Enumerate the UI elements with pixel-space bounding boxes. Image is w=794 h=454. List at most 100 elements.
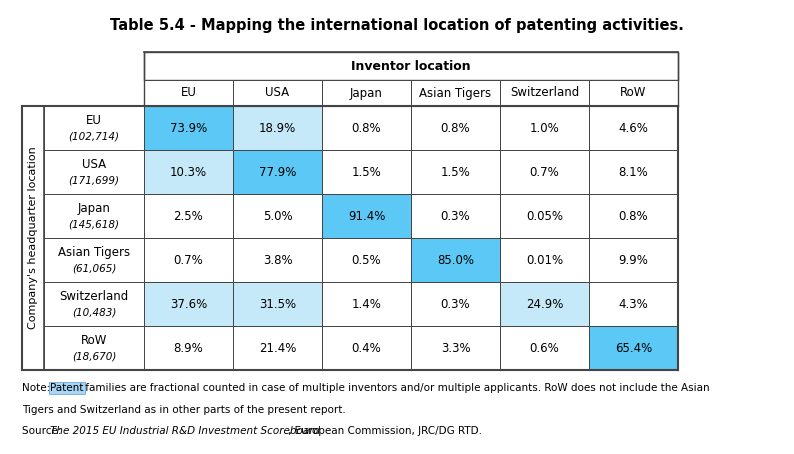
Text: 1.0%: 1.0% xyxy=(530,122,560,134)
Text: 1.4%: 1.4% xyxy=(352,297,381,311)
Text: 0.7%: 0.7% xyxy=(174,253,203,266)
Bar xyxy=(411,150,500,194)
Text: 1.5%: 1.5% xyxy=(441,166,470,178)
Text: 5.0%: 5.0% xyxy=(263,209,292,222)
Text: 0.8%: 0.8% xyxy=(619,209,649,222)
Text: 0.3%: 0.3% xyxy=(441,209,470,222)
Text: , European Commission, JRC/DG RTD.: , European Commission, JRC/DG RTD. xyxy=(288,426,482,436)
Bar xyxy=(411,326,500,370)
Bar xyxy=(411,194,500,238)
Bar xyxy=(589,194,678,238)
Text: 85.0%: 85.0% xyxy=(437,253,474,266)
Text: 65.4%: 65.4% xyxy=(615,341,652,355)
Bar xyxy=(322,80,411,106)
Bar xyxy=(144,238,233,282)
Bar xyxy=(22,106,44,370)
Bar xyxy=(500,106,589,150)
Bar xyxy=(500,80,589,106)
Bar xyxy=(144,80,233,106)
Text: RoW: RoW xyxy=(620,87,646,99)
Bar xyxy=(144,52,678,80)
Text: 31.5%: 31.5% xyxy=(259,297,296,311)
Text: (61,065): (61,065) xyxy=(71,264,116,274)
Text: families are fractional counted in case of multiple inventors and/or multiple ap: families are fractional counted in case … xyxy=(82,383,710,393)
Text: 10.3%: 10.3% xyxy=(170,166,207,178)
Bar xyxy=(589,282,678,326)
Text: Japan: Japan xyxy=(350,87,383,99)
Bar xyxy=(322,282,411,326)
Bar xyxy=(411,80,500,106)
Bar xyxy=(44,326,144,370)
Text: EU: EU xyxy=(86,114,102,127)
Text: USA: USA xyxy=(265,87,290,99)
Bar xyxy=(233,106,322,150)
Bar xyxy=(44,106,144,150)
Bar xyxy=(44,194,144,238)
Bar xyxy=(44,150,144,194)
Text: RoW: RoW xyxy=(81,334,107,346)
Bar xyxy=(500,150,589,194)
Text: 18.9%: 18.9% xyxy=(259,122,296,134)
Text: Tigers and Switzerland as in other parts of the present report.: Tigers and Switzerland as in other parts… xyxy=(22,405,345,415)
Bar xyxy=(500,282,589,326)
Text: Company's headquarter location: Company's headquarter location xyxy=(28,147,38,329)
Text: 24.9%: 24.9% xyxy=(526,297,563,311)
Text: Note:: Note: xyxy=(22,383,53,393)
Text: Switzerland: Switzerland xyxy=(60,290,129,302)
Text: 3.3%: 3.3% xyxy=(441,341,470,355)
Bar xyxy=(411,238,500,282)
Bar xyxy=(411,282,500,326)
Text: 91.4%: 91.4% xyxy=(348,209,385,222)
Bar xyxy=(44,282,144,326)
Bar xyxy=(589,80,678,106)
Text: 0.3%: 0.3% xyxy=(441,297,470,311)
Text: USA: USA xyxy=(82,158,106,171)
Bar xyxy=(500,238,589,282)
Bar xyxy=(144,106,233,150)
Bar xyxy=(233,80,322,106)
Text: Japan: Japan xyxy=(78,202,110,215)
Bar xyxy=(322,238,411,282)
Text: 9.9%: 9.9% xyxy=(619,253,649,266)
Bar xyxy=(144,282,233,326)
Text: 0.8%: 0.8% xyxy=(352,122,381,134)
Text: 0.7%: 0.7% xyxy=(530,166,560,178)
Text: Source:: Source: xyxy=(22,426,65,436)
Text: (171,699): (171,699) xyxy=(68,176,120,186)
Text: EU: EU xyxy=(180,87,196,99)
Text: Asian Tigers: Asian Tigers xyxy=(58,246,130,259)
Text: 2.5%: 2.5% xyxy=(174,209,203,222)
Text: (102,714): (102,714) xyxy=(68,132,120,142)
Text: 21.4%: 21.4% xyxy=(259,341,296,355)
Text: 3.8%: 3.8% xyxy=(263,253,292,266)
Text: 0.01%: 0.01% xyxy=(526,253,563,266)
Text: Patent: Patent xyxy=(50,383,83,393)
Text: Inventor location: Inventor location xyxy=(351,59,471,73)
Bar xyxy=(589,106,678,150)
Text: (145,618): (145,618) xyxy=(68,220,120,230)
Bar xyxy=(500,194,589,238)
Text: (10,483): (10,483) xyxy=(71,308,116,318)
Text: The 2015 EU Industrial R&D Investment Scoreboard: The 2015 EU Industrial R&D Investment Sc… xyxy=(50,426,320,436)
Bar xyxy=(500,326,589,370)
Bar xyxy=(233,150,322,194)
Text: 8.1%: 8.1% xyxy=(619,166,649,178)
Bar xyxy=(233,282,322,326)
Text: Switzerland: Switzerland xyxy=(510,87,579,99)
Bar xyxy=(44,238,144,282)
Bar xyxy=(233,238,322,282)
Text: 0.4%: 0.4% xyxy=(352,341,381,355)
Bar xyxy=(322,194,411,238)
Bar xyxy=(233,194,322,238)
Text: 0.8%: 0.8% xyxy=(441,122,470,134)
Text: 0.6%: 0.6% xyxy=(530,341,560,355)
Text: Table 5.4 - Mapping the international location of patenting activities.: Table 5.4 - Mapping the international lo… xyxy=(110,18,684,33)
Text: 73.9%: 73.9% xyxy=(170,122,207,134)
Text: 0.5%: 0.5% xyxy=(352,253,381,266)
Text: 4.6%: 4.6% xyxy=(619,122,649,134)
Text: 4.3%: 4.3% xyxy=(619,297,649,311)
Text: 1.5%: 1.5% xyxy=(352,166,381,178)
Bar xyxy=(144,150,233,194)
Text: 37.6%: 37.6% xyxy=(170,297,207,311)
Text: 77.9%: 77.9% xyxy=(259,166,296,178)
